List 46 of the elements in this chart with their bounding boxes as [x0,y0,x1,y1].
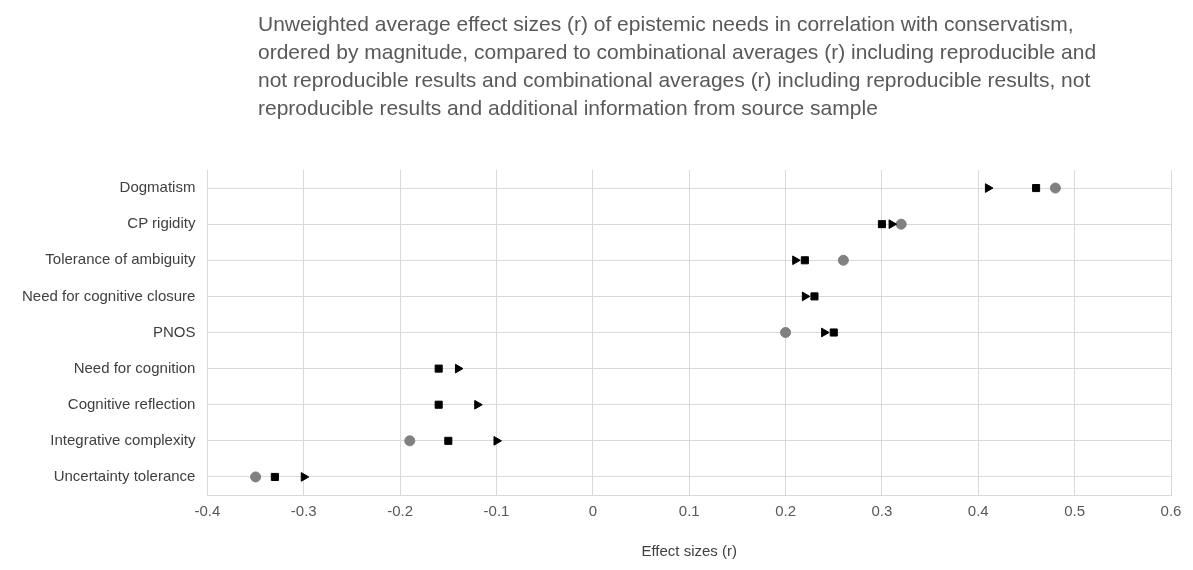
x-tick-label: -0.3 [290,502,317,520]
point [250,471,262,483]
y-tick-label: CP rigidity [127,214,196,232]
point [474,399,483,410]
point [837,254,849,266]
y-tick-label: PNOS [152,322,196,340]
point [493,436,502,446]
point [434,364,443,373]
point [300,472,310,482]
y-tick-label: Tolerance of ambiguity [45,250,196,268]
point [800,256,809,265]
y-tick-label: Uncertainty tolerance [53,467,196,485]
point [821,327,830,338]
point [801,291,811,302]
chart-title: Unweighted average effect sizes (r) of epistemic needs in correlation with conservatism, ordered by magnitude, compared to combinational averages (r) including reproducible and not reproducible results and combinational averages (r) including reproducible results, not reproducible results and additional information from source sample [258,11,1098,121]
point [984,183,994,193]
x-tick-label: 0.4 [967,502,989,520]
x-tick-label: -0.4 [194,502,221,520]
x-tick-label: 0.1 [678,502,700,520]
x-tick-label: 0.3 [871,502,893,520]
y-tick-label: Integrative complexity [50,430,196,448]
point [780,327,792,338]
x-axis-title: Effect sizes (r) [641,542,737,560]
y-tick-label: Need for cognitive closure [21,286,196,304]
y-tick-label: Dogmatism [119,178,196,196]
point [829,328,838,337]
point [444,436,453,445]
point [888,219,898,229]
point [810,292,819,301]
y-tick-label: Need for cognition [73,358,196,376]
x-tick-label: -0.2 [387,502,414,520]
x-tick-label: 0.6 [1160,502,1182,520]
x-tick-label: 0.5 [1064,502,1086,520]
point [434,400,443,409]
point [877,220,886,229]
y-tick-label: Cognitive reflection [67,394,196,412]
x-tick-label: -0.1 [483,502,510,520]
point [454,363,464,374]
point [792,255,801,266]
point [404,435,416,447]
x-tick-label: 0 [588,502,598,520]
point [270,472,279,481]
point [1032,184,1041,193]
point [1049,182,1061,194]
x-tick-label: 0.2 [775,502,796,520]
point [895,218,907,230]
